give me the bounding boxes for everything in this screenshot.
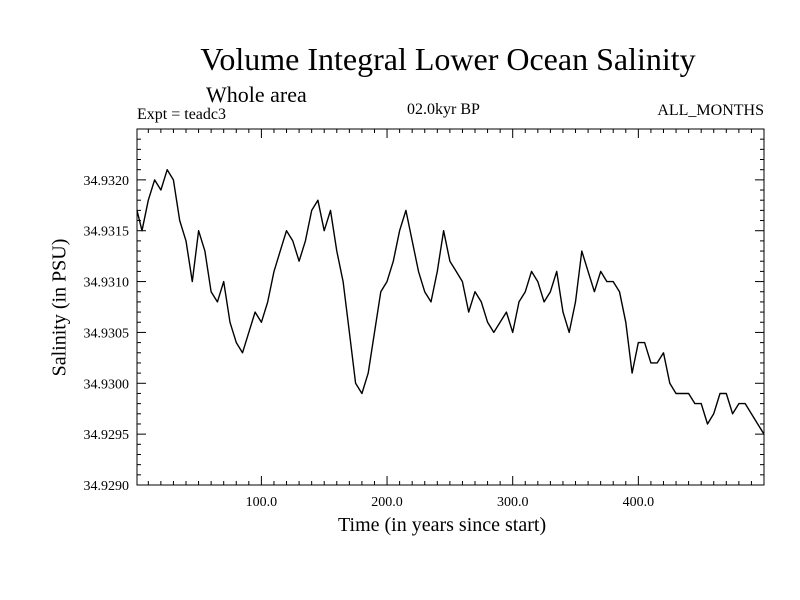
y-tick-label: 34.9310	[84, 276, 130, 291]
chart-subtitle: Whole area	[206, 82, 307, 107]
months-label: ALL_MONTHS	[657, 102, 764, 119]
series-line-salinity	[136, 168, 765, 435]
x-tick-label: 400.0	[623, 495, 655, 510]
experiment-label: Expt = teadc3	[137, 106, 226, 123]
y-tick-label: 34.9320	[84, 174, 130, 189]
y-tick-label: 34.9315	[84, 225, 130, 240]
y-tick-label: 34.9300	[84, 377, 130, 392]
y-tick-label: 34.9305	[84, 326, 130, 341]
y-tick-label: 34.9295	[84, 428, 130, 443]
x-tick-label: 100.0	[246, 495, 278, 510]
x-axis-label: Time (in years since start)	[338, 514, 547, 536]
x-tick-label: 300.0	[497, 495, 529, 510]
plot-frame	[136, 128, 765, 486]
y-tick-label: 34.9290	[84, 479, 130, 494]
chart-title: Volume Integral Lower Ocean Salinity	[200, 41, 696, 77]
period-label: 02.0kyr BP	[407, 101, 480, 118]
x-tick-label: 200.0	[371, 495, 403, 510]
